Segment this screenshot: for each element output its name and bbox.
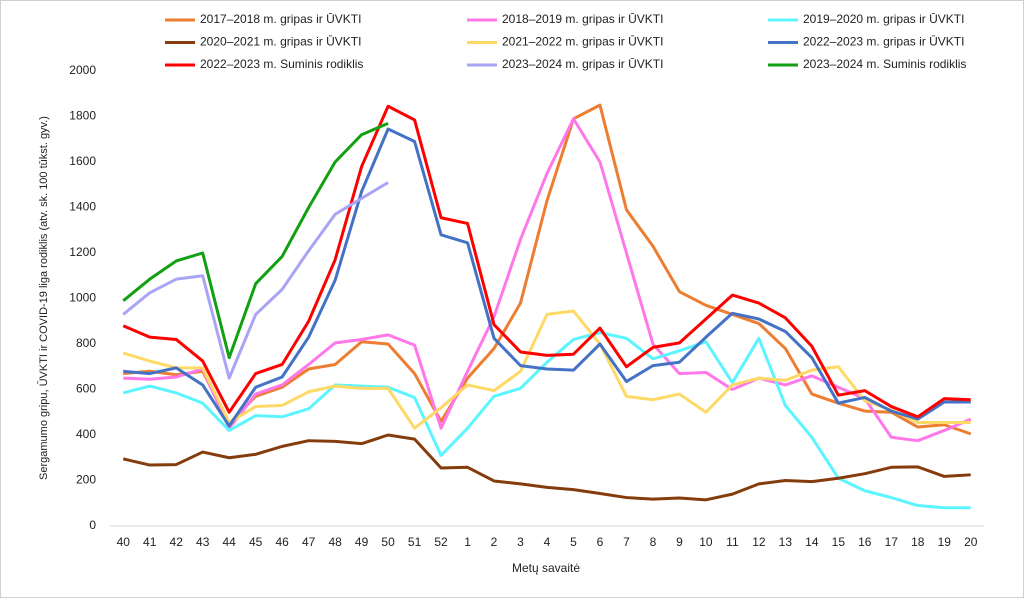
x-tick-label: 13: [779, 535, 793, 549]
x-tick-label: 7: [623, 535, 630, 549]
x-tick-label: 43: [196, 535, 210, 549]
x-tick-label: 4: [544, 535, 551, 549]
legend-label: 2017–2018 m. gripas ir ŪVKTI: [200, 12, 361, 26]
x-tick-label: 41: [143, 535, 157, 549]
series-line: [122, 104, 971, 419]
x-tick-label: 44: [223, 535, 237, 549]
y-tick-label: 1600: [69, 154, 96, 168]
series-line: [122, 309, 971, 430]
x-tick-label: 52: [434, 535, 448, 549]
series-line: [123, 103, 972, 436]
series-line: [122, 181, 389, 380]
legend-label: 2019–2020 m. gripas ir ŪVKTI: [803, 12, 964, 26]
x-tick-label: 19: [938, 535, 952, 549]
legend-label: 2021–2022 m. gripas ir ŪVKTI: [502, 35, 663, 49]
y-tick-label: 2000: [69, 63, 96, 77]
x-tick-label: 9: [676, 535, 683, 549]
x-tick-label: 50: [381, 535, 395, 549]
x-tick-label: 16: [858, 535, 872, 549]
series-line: [122, 331, 971, 510]
y-tick-label: 800: [76, 336, 96, 350]
x-tick-label: 3: [517, 535, 524, 549]
x-tick-label: 12: [752, 535, 766, 549]
x-tick-label: 47: [302, 535, 316, 549]
x-tick-label: 40: [117, 535, 131, 549]
y-tick-label: 1800: [69, 109, 96, 123]
x-tick-label: 15: [832, 535, 846, 549]
x-tick-label: 48: [328, 535, 342, 549]
x-tick-label: 18: [911, 535, 925, 549]
y-tick-label: 200: [76, 473, 96, 487]
x-tick-label: 14: [805, 535, 819, 549]
series-line: [122, 121, 389, 360]
y-tick-label: 1000: [69, 291, 96, 305]
x-tick-label: 46: [275, 535, 289, 549]
legend-label: 2018–2019 m. gripas ir ŪVKTI: [502, 12, 663, 26]
legend-label: 2022–2023 m. Suminis rodiklis: [200, 57, 363, 71]
y-tick-label: 1400: [69, 200, 96, 214]
y-tick-label: 0: [89, 518, 96, 532]
x-tick-label: 17: [885, 535, 899, 549]
x-tick-label: 8: [650, 535, 657, 549]
x-tick-label: 10: [699, 535, 713, 549]
legend-label: 2023–2024 m. Suminis rodiklis: [803, 57, 966, 71]
x-tick-label: 2: [491, 535, 498, 549]
series-line: [123, 117, 972, 443]
legend-label: 2020–2021 m. gripas ir ŪVKTI: [200, 35, 361, 49]
x-tick-label: 45: [249, 535, 263, 549]
x-tick-label: 1: [464, 535, 471, 549]
series-line: [123, 127, 971, 428]
x-tick-label: 42: [170, 535, 184, 549]
x-tick-label: 20: [964, 535, 978, 549]
x-tick-label: 51: [408, 535, 422, 549]
x-axis-label: Metų savaitė: [512, 561, 580, 575]
x-tick-label: 5: [570, 535, 577, 549]
legend-label: 2023–2024 m. gripas ir ŪVKTI: [502, 57, 663, 71]
y-axis-label: Sergamumo gripu, ŪVKTI ir COVID-19 liga …: [38, 116, 50, 480]
legend-label: 2022–2023 m. gripas ir ŪVKTI: [803, 35, 964, 49]
series-line: [122, 433, 971, 502]
x-tick-label: 49: [355, 535, 369, 549]
y-tick-label: 1200: [69, 245, 96, 259]
y-tick-label: 600: [76, 382, 96, 396]
y-tick-label: 400: [76, 427, 96, 441]
x-tick-label: 11: [726, 535, 739, 549]
x-tick-label: 6: [597, 535, 604, 549]
